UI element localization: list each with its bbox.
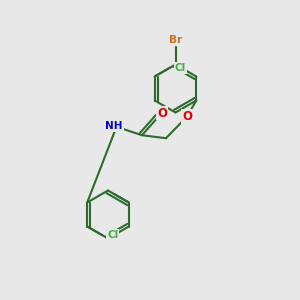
Text: Cl: Cl <box>175 63 186 73</box>
Text: Br: Br <box>169 35 182 45</box>
Text: NH: NH <box>105 121 123 131</box>
Text: O: O <box>157 106 167 119</box>
Text: Cl: Cl <box>107 230 118 240</box>
Text: O: O <box>182 110 192 123</box>
